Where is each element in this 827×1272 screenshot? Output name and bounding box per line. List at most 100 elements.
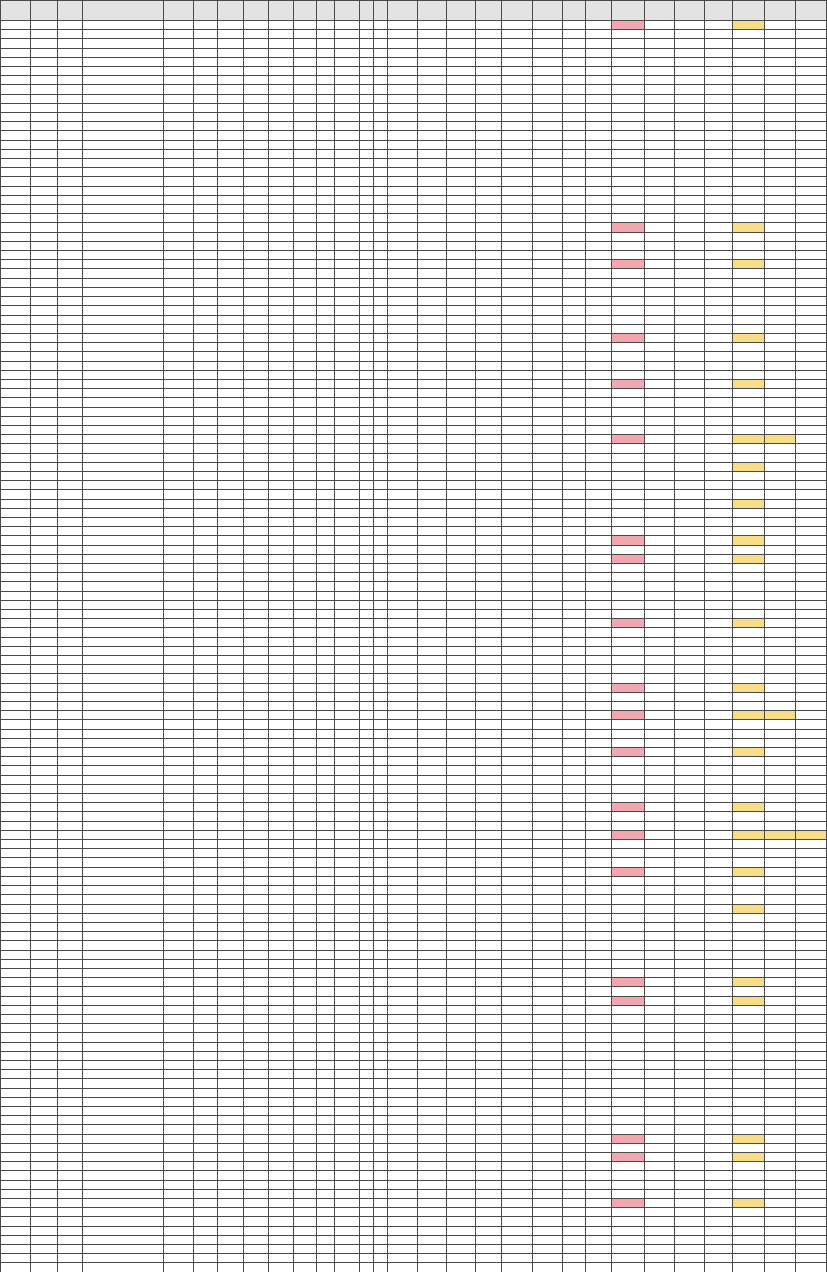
table-cell[interactable] — [475, 1151, 503, 1163]
table-cell[interactable] — [30, 995, 58, 1006]
table-cell[interactable] — [501, 553, 533, 564]
table-cell[interactable] — [163, 139, 194, 150]
table-cell[interactable] — [475, 498, 503, 509]
table-cell[interactable] — [56, 1197, 83, 1209]
table-cell[interactable] — [643, 93, 676, 104]
table-cell[interactable] — [674, 857, 705, 868]
table-cell[interactable] — [445, 112, 477, 123]
table-cell[interactable] — [585, 204, 613, 215]
table-cell[interactable] — [585, 360, 613, 371]
table-cell[interactable] — [731, 194, 766, 206]
table-cell[interactable] — [674, 277, 705, 288]
table-cell[interactable] — [163, 627, 194, 638]
table-cell[interactable] — [475, 1050, 503, 1061]
table-cell[interactable] — [643, 406, 676, 417]
table-cell[interactable] — [794, 820, 827, 831]
table-cell[interactable] — [475, 857, 503, 868]
table-cell[interactable] — [387, 544, 418, 555]
table-cell[interactable] — [56, 112, 83, 123]
table-cell[interactable] — [416, 912, 447, 923]
table-cell[interactable] — [585, 388, 613, 399]
table-cell[interactable] — [643, 1023, 676, 1034]
table-cell[interactable] — [81, 1078, 165, 1089]
table-cell[interactable] — [56, 415, 83, 426]
table-cell[interactable] — [316, 526, 335, 537]
table-cell[interactable] — [416, 958, 447, 969]
table-cell[interactable] — [585, 599, 613, 611]
table-cell[interactable] — [192, 710, 218, 721]
table-cell[interactable] — [416, 204, 447, 215]
table-cell[interactable] — [372, 1151, 389, 1163]
table-cell[interactable] — [163, 84, 194, 95]
table-cell[interactable] — [216, 949, 244, 960]
table-cell[interactable] — [372, 1188, 389, 1200]
table-cell[interactable] — [764, 378, 796, 390]
table-cell[interactable] — [562, 507, 587, 518]
table-cell[interactable] — [81, 931, 165, 942]
table-cell[interactable] — [0, 1216, 32, 1227]
column-header[interactable] — [316, 0, 335, 21]
table-cell[interactable] — [703, 240, 733, 252]
table-cell[interactable] — [445, 756, 477, 767]
table-cell[interactable] — [643, 507, 676, 518]
table-cell[interactable] — [267, 38, 295, 49]
table-cell[interactable] — [387, 931, 418, 942]
table-cell[interactable] — [372, 977, 389, 988]
table-cell[interactable] — [585, 839, 613, 850]
table-cell[interactable] — [611, 29, 645, 40]
table-cell[interactable] — [0, 728, 32, 739]
table-cell[interactable] — [475, 949, 503, 960]
table-cell[interactable] — [56, 38, 83, 49]
table-cell[interactable] — [163, 470, 194, 482]
table-cell[interactable] — [81, 1216, 165, 1227]
table-cell[interactable] — [674, 167, 705, 178]
table-cell[interactable] — [764, 562, 796, 574]
table-cell[interactable] — [316, 213, 335, 224]
table-cell[interactable] — [359, 268, 374, 279]
table-cell[interactable] — [416, 1096, 447, 1107]
table-cell[interactable] — [674, 756, 705, 767]
table-cell[interactable] — [56, 158, 83, 169]
table-cell[interactable] — [703, 470, 733, 482]
table-cell[interactable] — [316, 765, 335, 776]
table-cell[interactable] — [475, 130, 503, 141]
table-cell[interactable] — [416, 213, 447, 224]
table-cell[interactable] — [585, 774, 613, 785]
table-cell[interactable] — [416, 194, 447, 206]
table-cell[interactable] — [387, 737, 418, 749]
table-cell[interactable] — [333, 84, 361, 95]
table-cell[interactable] — [316, 719, 335, 730]
column-header[interactable] — [81, 0, 165, 21]
table-cell[interactable] — [703, 47, 733, 58]
table-cell[interactable] — [531, 1244, 564, 1255]
table-cell[interactable] — [531, 19, 564, 31]
table-cell[interactable] — [316, 673, 335, 684]
table-cell[interactable] — [30, 250, 58, 261]
table-cell[interactable] — [293, 1161, 318, 1172]
table-cell[interactable] — [501, 627, 533, 638]
table-cell[interactable] — [192, 682, 218, 693]
table-cell[interactable] — [585, 112, 613, 123]
table-cell[interactable] — [359, 75, 374, 86]
table-cell[interactable] — [445, 268, 477, 279]
table-cell[interactable] — [333, 921, 361, 933]
table-cell[interactable] — [316, 1124, 335, 1135]
table-cell[interactable] — [501, 737, 533, 749]
table-cell[interactable] — [56, 562, 83, 574]
table-cell[interactable] — [562, 931, 587, 942]
table-cell[interactable] — [372, 480, 389, 491]
table-cell[interactable] — [372, 351, 389, 362]
table-cell[interactable] — [163, 875, 194, 887]
table-cell[interactable] — [372, 1124, 389, 1135]
table-cell[interactable] — [764, 1078, 796, 1089]
table-cell[interactable] — [216, 424, 244, 436]
table-cell[interactable] — [764, 461, 796, 472]
table-cell[interactable] — [731, 1253, 766, 1264]
table-cell[interactable] — [794, 1262, 827, 1272]
table-cell[interactable] — [531, 112, 564, 123]
table-cell[interactable] — [242, 240, 270, 252]
table-cell[interactable] — [267, 719, 295, 730]
table-cell[interactable] — [562, 1087, 587, 1098]
table-cell[interactable] — [56, 728, 83, 739]
table-cell[interactable] — [30, 461, 58, 472]
